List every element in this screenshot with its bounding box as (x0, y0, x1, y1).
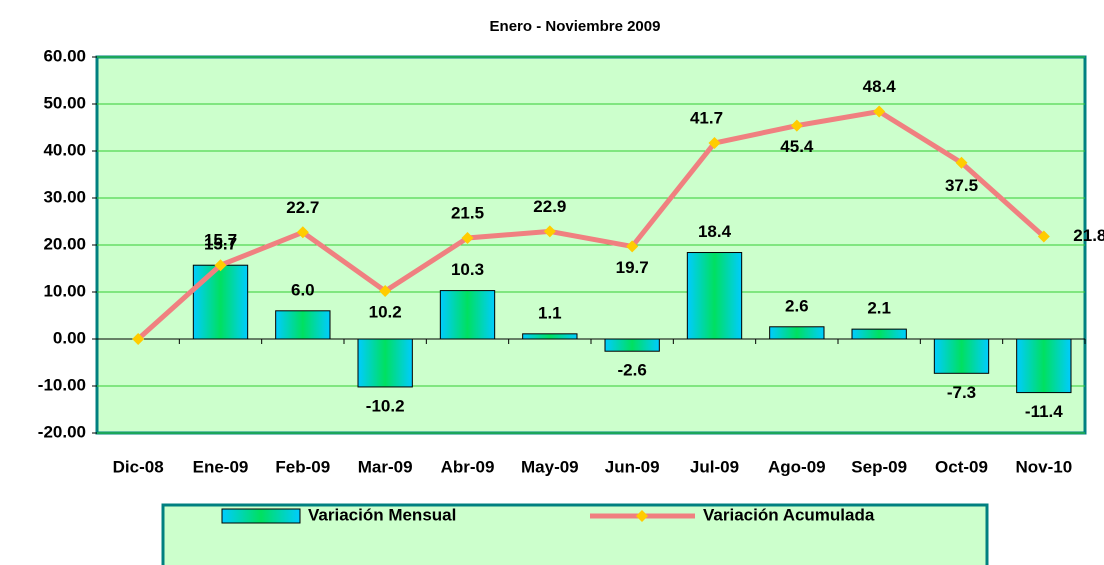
line-marker (873, 105, 886, 118)
bar (769, 326, 825, 340)
bar-value-label: -10.2 (366, 396, 405, 415)
line (136, 108, 1046, 341)
line-value-label: 22.7 (286, 198, 319, 217)
bar-value-label: -2.6 (618, 361, 647, 380)
line-marker (379, 285, 392, 298)
bar (275, 310, 331, 340)
bar (357, 338, 413, 388)
line-marker (214, 259, 227, 272)
x-tick-label: Mar-09 (358, 457, 413, 476)
legend-label: Variación Acumulada (703, 505, 875, 524)
x-tick-label: Oct-09 (935, 457, 988, 476)
legend-marker (636, 510, 648, 522)
x-tick-label: Abr-09 (441, 457, 495, 476)
bar (192, 264, 249, 340)
line-value-label: 22.9 (533, 197, 566, 216)
line-marker (626, 240, 639, 253)
bar-value-label: 10.3 (451, 260, 484, 279)
line-marker (296, 226, 309, 239)
y-tick-label: -10.00 (38, 375, 86, 394)
y-tick-label: -20.00 (38, 422, 86, 441)
legend-label: Variación Mensual (308, 505, 456, 524)
bar-value-label: 2.6 (785, 296, 809, 315)
line-value-label: 10.2 (369, 303, 402, 322)
chart-title: Enero - Noviembre 2009 (490, 18, 661, 35)
bar (1016, 338, 1072, 394)
y-tick-label: 10.00 (43, 281, 86, 300)
bar-value-label: 2.1 (867, 299, 891, 318)
bar-value-label: 6.0 (291, 280, 315, 299)
x-tick-label: Feb-09 (275, 457, 330, 476)
x-tick-label: Jul-09 (690, 457, 739, 476)
y-tick-label: 20.00 (43, 234, 86, 253)
y-tick-label: 0.00 (53, 328, 86, 347)
y-tick-label: 60.00 (43, 46, 86, 65)
bar (851, 328, 907, 340)
line-value-label: 45.4 (780, 137, 814, 156)
bar-value-label: 1.1 (538, 303, 562, 322)
bar-value-label: 15.7 (204, 235, 237, 254)
bar (439, 290, 496, 340)
legend-swatch (221, 508, 301, 524)
bar-value-label: -7.3 (947, 383, 976, 402)
bar (522, 333, 578, 340)
line-marker (790, 119, 803, 132)
y-tick-label: 50.00 (43, 93, 86, 112)
line-marker (955, 156, 968, 169)
x-tick-label: Sep-09 (851, 457, 907, 476)
line-marker (461, 231, 474, 244)
bar-value-label: 18.4 (698, 222, 732, 241)
x-tick-label: May-09 (521, 457, 579, 476)
x-tick-label: Nov-10 (1015, 457, 1072, 476)
bar (686, 252, 743, 340)
line-value-label: 37.5 (945, 176, 978, 195)
line-value-label: 21.8 (1073, 226, 1104, 245)
x-tick-label: Jun-09 (605, 457, 660, 476)
bar (933, 338, 990, 374)
line-value-label: 19.7 (616, 258, 649, 277)
line-value-label: 48.4 (863, 77, 897, 96)
bar (604, 338, 660, 352)
x-tick-label: Dic-08 (113, 457, 164, 476)
line-value-label: 41.7 (690, 108, 723, 127)
line-marker (132, 333, 145, 345)
line-marker (1037, 230, 1050, 243)
line-marker (543, 225, 556, 238)
bar-value-label: -11.4 (1025, 402, 1063, 421)
line-value-label: 21.5 (451, 203, 484, 222)
y-tick-label: 30.00 (43, 187, 86, 206)
x-tick-label: Ene-09 (193, 457, 249, 476)
y-tick-label: 40.00 (43, 140, 86, 159)
x-tick-label: Ago-09 (768, 457, 826, 476)
line-value-label: 15.7 (204, 231, 237, 250)
line-marker (708, 137, 721, 150)
